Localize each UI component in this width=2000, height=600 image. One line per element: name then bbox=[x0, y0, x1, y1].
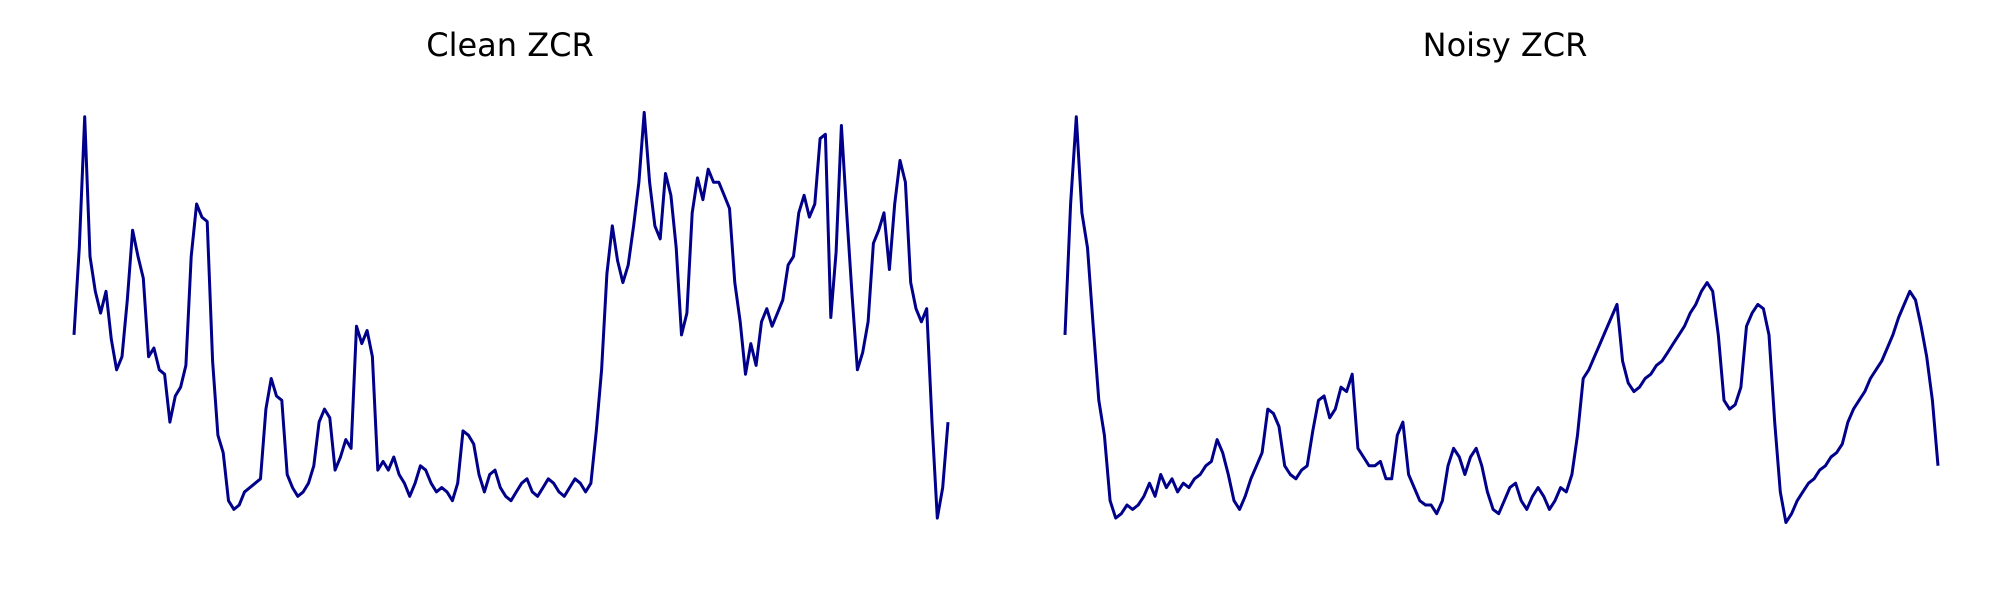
clean-zcr-panel: Clean ZCR bbox=[72, 26, 950, 520]
noisy-zcr-plot bbox=[1063, 115, 1940, 524]
clean-zcr-plot bbox=[72, 110, 950, 520]
chart-title: Noisy ZCR bbox=[1422, 26, 1588, 64]
series-line bbox=[72, 110, 950, 520]
noisy-zcr-panel: Noisy ZCR bbox=[1000, 0, 2000, 600]
series-line bbox=[1063, 115, 1940, 524]
chart-title: Clean ZCR bbox=[426, 26, 594, 64]
